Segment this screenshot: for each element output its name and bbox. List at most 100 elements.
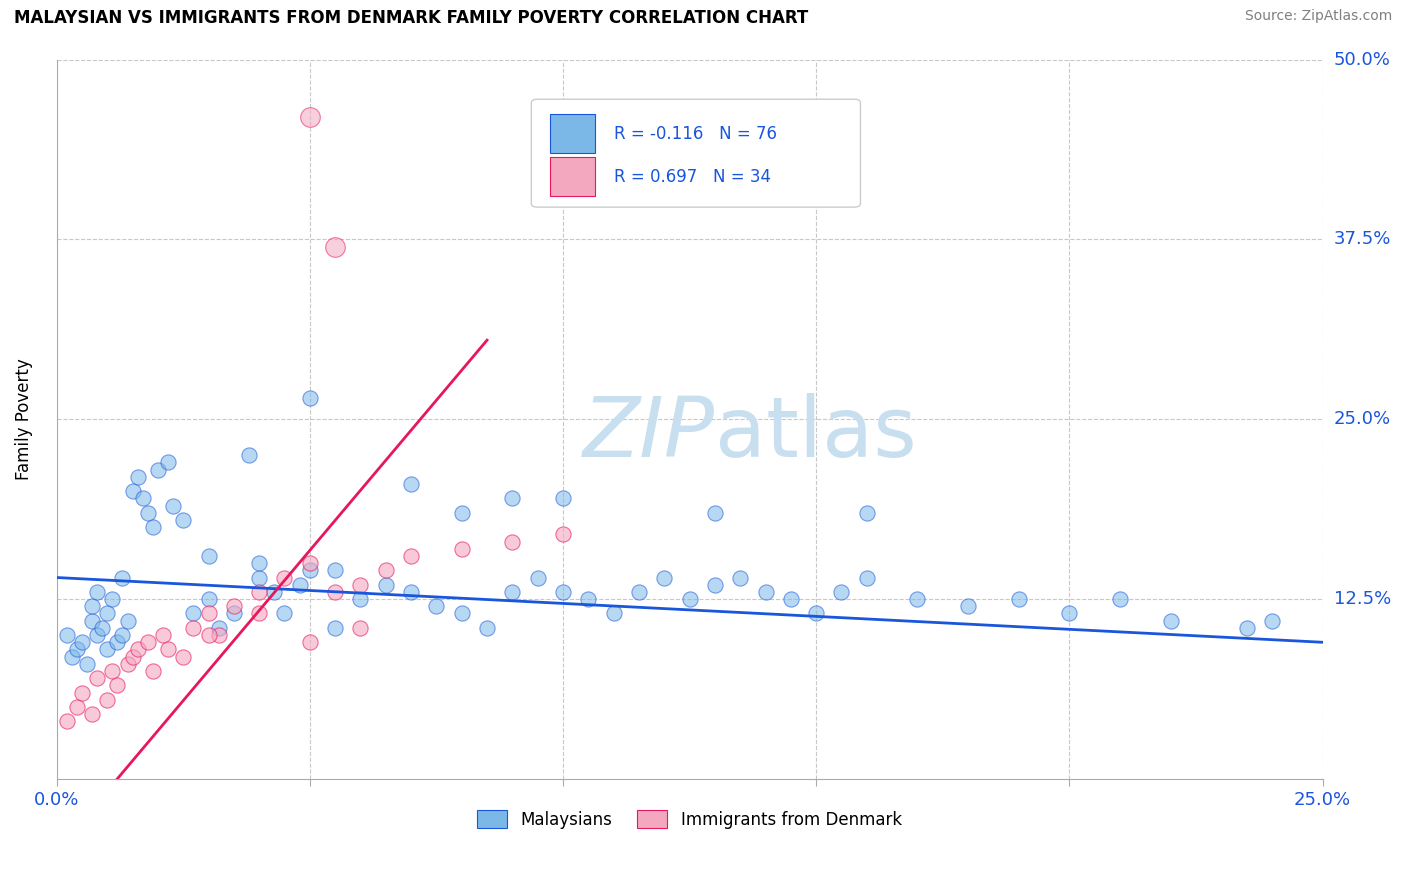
Point [349, 578, 371, 592]
Point [80, 707, 103, 722]
Point [66, 642, 89, 657]
Legend: Malaysians, Immigrants from Denmark: Malaysians, Immigrants from Denmark [471, 804, 908, 835]
Point [298, 391, 321, 405]
Point [121, 649, 143, 664]
Point [399, 549, 422, 563]
Point [288, 578, 311, 592]
Text: MALAYSIAN VS IMMIGRANTS FROM DENMARK FAMILY POVERTY CORRELATION CHART: MALAYSIAN VS IMMIGRANTS FROM DENMARK FAM… [14, 9, 808, 27]
Point [142, 664, 165, 678]
Point [55, 628, 77, 642]
Point [105, 635, 128, 649]
FancyBboxPatch shape [550, 157, 595, 196]
Point [349, 592, 371, 607]
Point [263, 585, 285, 599]
Point [475, 621, 498, 635]
Point [1109, 592, 1132, 607]
Point [374, 578, 396, 592]
Point [323, 563, 346, 577]
Point [172, 649, 194, 664]
Point [526, 570, 548, 584]
Point [551, 585, 574, 599]
Point [551, 527, 574, 541]
Point [156, 455, 179, 469]
Point [703, 578, 725, 592]
Point [121, 484, 143, 499]
Point [172, 513, 194, 527]
Point [80, 599, 103, 614]
Point [298, 563, 321, 577]
Point [907, 592, 929, 607]
Point [779, 592, 801, 607]
Point [754, 585, 776, 599]
Point [425, 599, 447, 614]
Point [501, 534, 523, 549]
Point [399, 585, 422, 599]
Point [1160, 614, 1182, 628]
Point [678, 592, 700, 607]
Point [146, 463, 169, 477]
Point [627, 585, 650, 599]
Point [374, 563, 396, 577]
Point [183, 607, 205, 621]
Text: 12.5%: 12.5% [1334, 591, 1391, 608]
Point [323, 585, 346, 599]
Point [450, 607, 472, 621]
Point [652, 570, 675, 584]
Point [238, 448, 260, 462]
Point [602, 607, 624, 621]
Text: ZIP: ZIP [583, 393, 714, 475]
Point [501, 491, 523, 506]
Point [1008, 592, 1031, 607]
Point [222, 599, 245, 614]
Point [55, 714, 77, 729]
Point [96, 607, 118, 621]
Point [703, 506, 725, 520]
Point [136, 506, 159, 520]
Point [183, 621, 205, 635]
Point [60, 649, 83, 664]
Point [804, 607, 827, 621]
Point [208, 621, 231, 635]
Point [1236, 621, 1258, 635]
FancyBboxPatch shape [550, 113, 595, 153]
Point [323, 240, 346, 254]
Point [70, 685, 93, 699]
Point [111, 628, 134, 642]
Point [86, 628, 108, 642]
Point [1261, 614, 1284, 628]
Point [96, 693, 118, 707]
Point [197, 549, 219, 563]
Point [399, 477, 422, 491]
Point [142, 520, 165, 534]
Point [70, 635, 93, 649]
Point [105, 678, 128, 692]
Point [156, 642, 179, 657]
Point [222, 607, 245, 621]
Text: R = -0.116   N = 76: R = -0.116 N = 76 [613, 125, 776, 143]
Point [450, 541, 472, 556]
Point [273, 607, 295, 621]
Point [501, 585, 523, 599]
Point [450, 506, 472, 520]
Point [127, 642, 149, 657]
Point [127, 470, 149, 484]
Point [76, 657, 98, 671]
Point [323, 621, 346, 635]
Point [855, 506, 877, 520]
Y-axis label: Family Poverty: Family Poverty [15, 359, 32, 480]
Text: Source: ZipAtlas.com: Source: ZipAtlas.com [1244, 9, 1392, 23]
Point [551, 491, 574, 506]
Point [273, 570, 295, 584]
Point [728, 570, 751, 584]
Point [96, 642, 118, 657]
Point [247, 585, 270, 599]
Point [247, 607, 270, 621]
Point [101, 664, 124, 678]
Point [117, 614, 139, 628]
Point [111, 570, 134, 584]
Point [101, 592, 124, 607]
Point [957, 599, 980, 614]
FancyBboxPatch shape [531, 99, 860, 207]
Point [208, 628, 231, 642]
Point [117, 657, 139, 671]
